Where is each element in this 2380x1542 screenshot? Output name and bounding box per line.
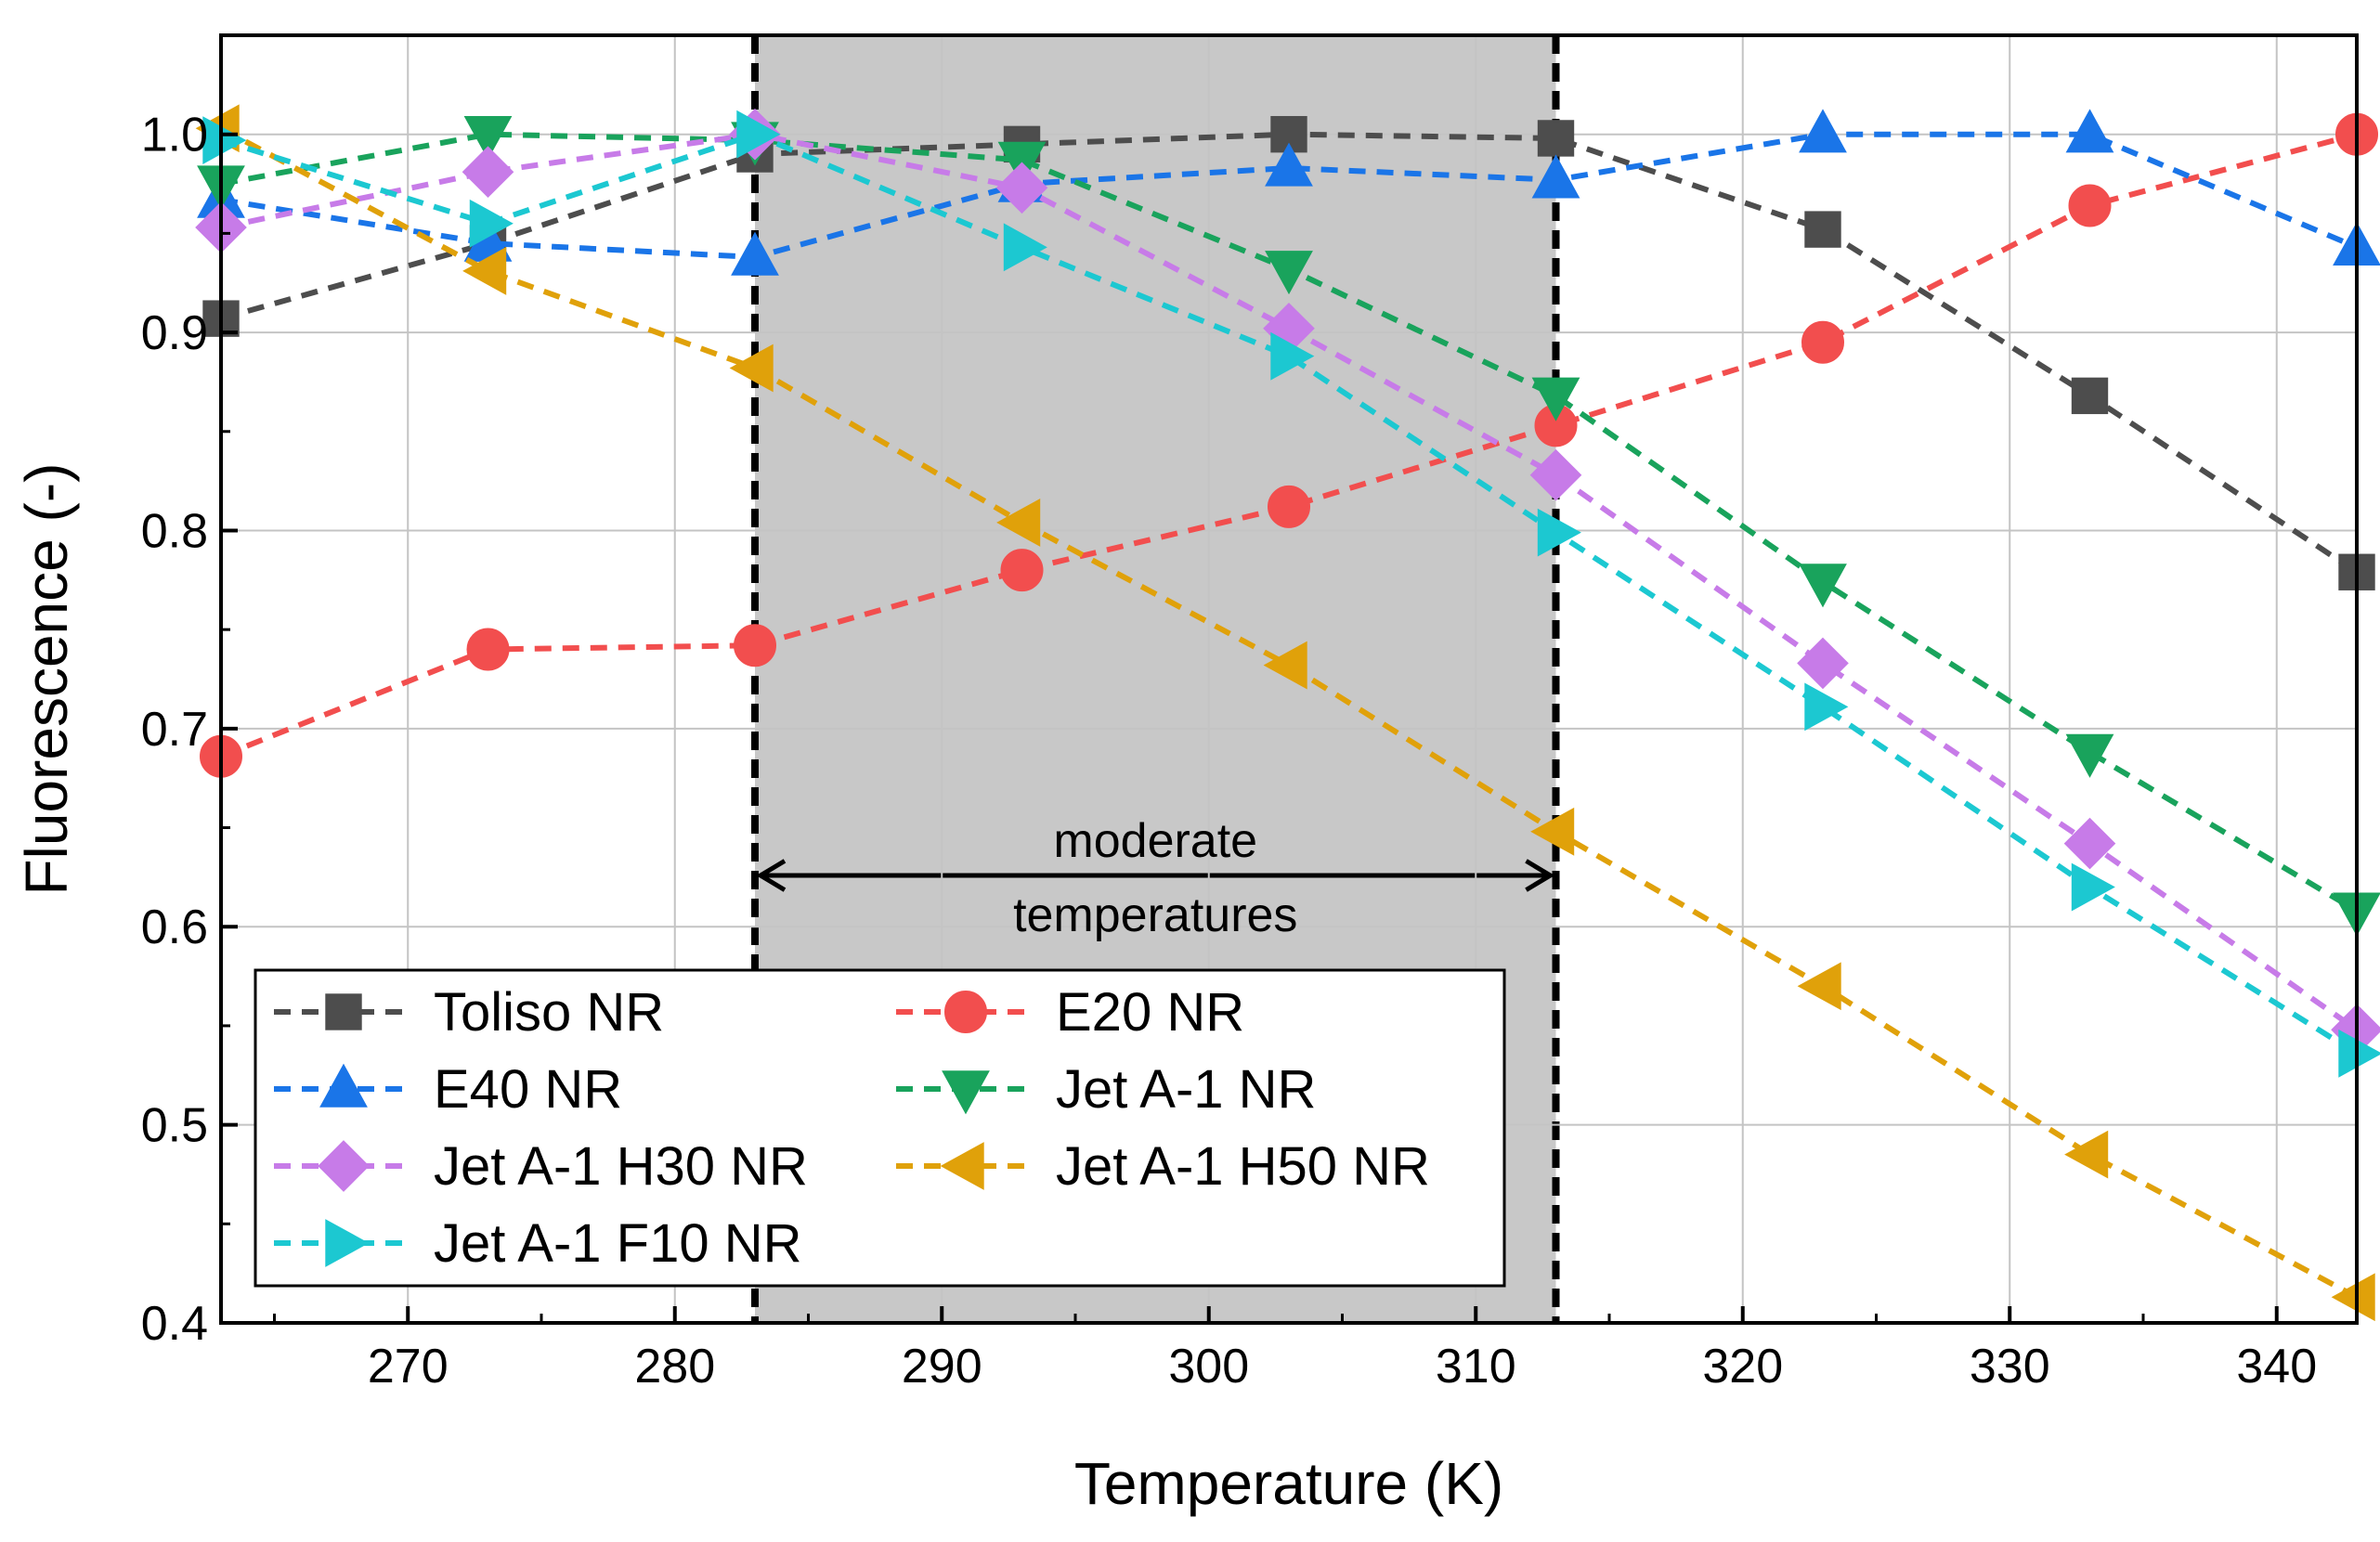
x-tick-label: 270: [368, 1340, 449, 1393]
legend-label: Toliso NR: [434, 982, 664, 1043]
data-point: [1531, 154, 1580, 199]
band-arrow-left-head: [756, 859, 787, 892]
y-tick-label: 0.8: [141, 504, 208, 558]
series-e20-nr: [200, 112, 2378, 778]
data-point: [729, 343, 774, 393]
data-point: [462, 146, 514, 199]
data-point: [2338, 1029, 2380, 1078]
data-point: [736, 110, 781, 159]
data-point: [1265, 142, 1313, 187]
legend-marker: [319, 1063, 368, 1108]
legend-label: Jet A-1 H50 NR: [1056, 1136, 1430, 1197]
data-point: [2065, 109, 2114, 153]
legend-entry: E20 NR: [896, 982, 1244, 1043]
band-label-line1: moderate: [1053, 814, 1257, 868]
band-label-line2: temperatures: [1013, 888, 1297, 942]
data-point: [995, 162, 1048, 214]
data-point: [1537, 508, 1581, 557]
annotation-layer: moderate temperatures: [1013, 814, 1297, 942]
data-point: [734, 624, 776, 667]
data-point: [1531, 377, 1580, 421]
legend-label: Jet A-1 NR: [1056, 1059, 1316, 1120]
legend-entry: Toliso NR: [274, 982, 664, 1043]
legend-label: Jet A-1 F10 NR: [434, 1213, 801, 1274]
data-point: [1529, 448, 1582, 501]
data-point: [2331, 1273, 2375, 1322]
legend-marker: [318, 1140, 370, 1192]
x-tick-label: 340: [2236, 1340, 2317, 1393]
legend-entry: Jet A-1 NR: [896, 1059, 1316, 1120]
legend-marker: [940, 1142, 984, 1190]
x-tick-label: 280: [634, 1340, 715, 1393]
plot-frame: [219, 33, 2359, 1325]
data-point: [996, 499, 1041, 547]
y-tick-label: 0.4: [141, 1297, 208, 1351]
data-point: [1265, 251, 1313, 295]
y-tick-label: 1.0: [141, 109, 208, 162]
legend-entry: Jet A-1 H50 NR: [896, 1136, 1430, 1197]
data-point: [1797, 962, 1841, 1011]
series-jet-a-1-f10-nr: [202, 110, 2380, 1078]
data-point: [1537, 120, 1575, 157]
data-point: [731, 231, 779, 276]
data-point: [2068, 184, 2112, 227]
legend-marker: [944, 991, 987, 1033]
x-tick-label: 330: [1970, 1340, 2050, 1393]
data-point: [462, 247, 507, 295]
data-point: [1799, 109, 1847, 153]
x-axis-title: Temperature (K): [1074, 1450, 1503, 1517]
y-axis-title: Fluorescence (-): [13, 463, 80, 896]
legend-label: Jet A-1 H30 NR: [434, 1136, 808, 1197]
data-point: [1804, 211, 1841, 248]
series-line: [220, 131, 2359, 261]
y-tick-label: 0.5: [141, 1099, 208, 1153]
data-point: [1799, 564, 1847, 608]
data-point: [469, 199, 514, 248]
series-layer: [195, 104, 2380, 1322]
data-point: [1530, 807, 1575, 856]
y-tick-label: 0.7: [141, 703, 208, 757]
data-point: [463, 115, 513, 161]
data-point: [2065, 733, 2114, 778]
data-point: [466, 628, 510, 671]
data-point: [1003, 223, 1047, 272]
x-tick-label: 310: [1436, 1340, 1516, 1393]
legend-marker: [325, 993, 362, 1030]
legend-box: [254, 968, 1506, 1288]
series-line: [220, 131, 2359, 1056]
series-line: [219, 131, 2358, 759]
legend-entry: Jet A-1 H30 NR: [274, 1136, 808, 1197]
data-point: [202, 116, 247, 164]
legend-label: E20 NR: [1056, 982, 1244, 1043]
data-point: [1268, 485, 1310, 528]
x-tick-label: 290: [902, 1340, 982, 1393]
y-tick-label: 0.6: [141, 901, 208, 954]
legend: Toliso NR E20 NR E40 NR Jet A-1 NR Jet A-1 H…: [254, 968, 1506, 1288]
x-tick-label: 320: [1702, 1340, 1783, 1393]
y-tick-label: 0.9: [141, 306, 208, 360]
legend-entry: Jet A-1 F10 NR: [274, 1213, 801, 1274]
axes-layer: 270 280 290 300 310 320 330 340 0.4 0.5 0.6 0.7 0.8 0…: [141, 33, 2359, 1393]
data-point: [1000, 549, 1044, 592]
data-point: [2063, 817, 2116, 870]
data-point: [1797, 637, 1849, 690]
legend-label: E40 NR: [434, 1059, 622, 1120]
data-point: [2071, 862, 2115, 912]
band-arrow-right-head: [1525, 859, 1555, 892]
legend-marker: [942, 1070, 990, 1115]
data-point: [1270, 331, 1315, 381]
x-tick-label: 300: [1168, 1340, 1249, 1393]
data-point: [2071, 377, 2109, 415]
data-point: [1263, 641, 1307, 690]
data-point: [1801, 320, 1844, 364]
data-point: [2064, 1130, 2109, 1179]
legend-entry: E40 NR: [274, 1059, 622, 1120]
data-point: [1804, 682, 1849, 732]
legend-marker: [325, 1219, 370, 1267]
